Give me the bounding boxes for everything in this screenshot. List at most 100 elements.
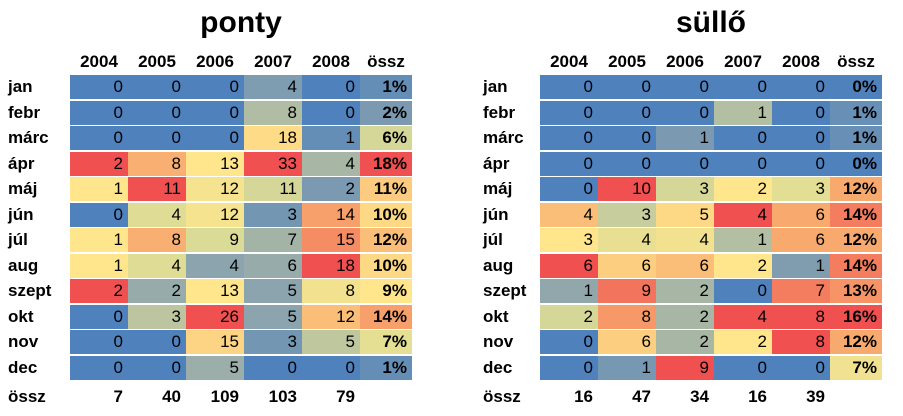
heatmap-cell: 5 <box>302 330 360 354</box>
heatmap-cell: 4 <box>656 228 714 252</box>
heatmap-cell: 0 <box>598 75 656 99</box>
percent-cell: 14% <box>360 304 412 329</box>
heatmap-cell: 0 <box>186 75 244 99</box>
percent-cell: 12% <box>830 228 882 252</box>
heatmap-cell: 0 <box>540 177 598 201</box>
heatmap-cell: 9 <box>656 355 714 380</box>
column-header: 2006 <box>196 52 234 71</box>
percent-cell: 14% <box>830 253 882 278</box>
total-cell: 103 <box>268 387 297 406</box>
row-label: szept <box>483 281 527 300</box>
heatmap-cell: 2 <box>70 151 128 176</box>
heatmap-cell: 3 <box>772 177 830 201</box>
heatmap-cell: 1 <box>656 126 714 150</box>
heatmap-cell: 8 <box>772 304 830 329</box>
total-cell: 16 <box>748 387 767 406</box>
column-header: össz <box>367 52 405 71</box>
heatmap-cell: 0 <box>128 126 186 150</box>
row-label: jún <box>483 204 509 224</box>
row-label: jún <box>8 204 34 224</box>
total-cell: 7 <box>113 387 123 406</box>
heatmap-cell: 33 <box>244 151 302 176</box>
heatmap-cell: 1 <box>540 279 598 303</box>
heatmap-cell: 6 <box>772 202 830 227</box>
heatmap-cell: 13 <box>186 151 244 176</box>
heatmap-cell: 18 <box>302 253 360 278</box>
column-header: 2004 <box>80 52 118 71</box>
total-row-label: össz <box>8 387 46 406</box>
percent-cell: 0% <box>830 151 882 176</box>
row-label: júl <box>8 230 28 249</box>
total-cell: 16 <box>574 387 593 406</box>
heatmap-cell: 4 <box>302 151 360 176</box>
row-label: márc <box>8 128 49 147</box>
chart-title: süllő <box>675 6 746 39</box>
heatmap-cell: 5 <box>186 355 244 380</box>
heatmap-cell: 4 <box>598 228 656 252</box>
heatmap-cell: 14 <box>302 202 360 227</box>
row-label: dec <box>8 357 38 377</box>
heatmap-cell: 5 <box>244 304 302 329</box>
heatmap-cell: 15 <box>302 228 360 252</box>
heatmap-cell: 2 <box>656 330 714 354</box>
total-cell: 79 <box>336 387 355 406</box>
heatmap-cell: 6 <box>244 253 302 278</box>
heatmap-cell: 0 <box>540 75 598 99</box>
heatmap-cell: 8 <box>302 279 360 303</box>
heatmap-cell: 11 <box>128 177 186 201</box>
heatmap-cell: 0 <box>772 126 830 150</box>
heatmap-cell: 5 <box>656 202 714 227</box>
heatmap-cell: 7 <box>244 228 302 252</box>
heatmap-cell: 1 <box>714 228 772 252</box>
heatmap-cell: 1 <box>772 253 830 278</box>
percent-cell: 18% <box>360 151 412 176</box>
heatmap-cell: 2 <box>656 304 714 329</box>
percent-cell: 12% <box>360 228 412 252</box>
heatmap-cell: 8 <box>128 151 186 176</box>
heatmap-cell: 3 <box>244 202 302 227</box>
heatmap-cell: 2 <box>128 279 186 303</box>
column-header: 2007 <box>254 52 292 71</box>
heatmap-cell: 0 <box>714 279 772 303</box>
heatmap-cell: 2 <box>656 279 714 303</box>
heatmap-cell: 2 <box>540 304 598 329</box>
heatmap-cell: 4 <box>714 304 772 329</box>
percent-cell: 1% <box>360 355 412 380</box>
column-header: 2005 <box>138 52 176 71</box>
heatmap-cell: 18 <box>244 126 302 150</box>
heatmap-cell: 13 <box>186 279 244 303</box>
heatmap-cell: 8 <box>598 304 656 329</box>
row-label: aug <box>8 255 39 275</box>
heatmap-cell: 0 <box>186 100 244 125</box>
total-cell: 109 <box>210 387 239 406</box>
heatmap-cell: 2 <box>714 253 772 278</box>
row-label: febr <box>483 102 516 122</box>
heatmap-cell: 0 <box>128 355 186 380</box>
heatmap-cell: 6 <box>598 330 656 354</box>
column-header: 2006 <box>666 52 704 71</box>
heatmap-cell: 3 <box>128 304 186 329</box>
heatmap-cell: 0 <box>302 75 360 99</box>
percent-cell: 9% <box>360 279 412 303</box>
row-label: szept <box>8 281 52 300</box>
row-label: nov <box>8 332 39 351</box>
percent-cell: 6% <box>360 126 412 150</box>
heatmap-cell: 11 <box>244 177 302 201</box>
heatmap-cell: 1 <box>70 253 128 278</box>
percent-cell: 10% <box>360 253 412 278</box>
heatmap-cell: 26 <box>186 304 244 329</box>
heatmap-cell: 12 <box>186 177 244 201</box>
heatmap-cell: 0 <box>656 151 714 176</box>
heatmap-cell: 0 <box>540 355 598 380</box>
heatmap-cell: 8 <box>244 100 302 125</box>
heatmap-cell: 4 <box>540 202 598 227</box>
column-header: 2005 <box>608 52 646 71</box>
heatmap-cell: 0 <box>772 75 830 99</box>
percent-cell: 7% <box>830 355 882 380</box>
total-cell: 34 <box>690 387 709 406</box>
heatmap-cell: 0 <box>598 151 656 176</box>
total-cell: 40 <box>162 387 181 406</box>
total-cell: 39 <box>806 387 825 406</box>
heatmap-cell: 12 <box>302 304 360 329</box>
row-label: júl <box>483 230 503 249</box>
